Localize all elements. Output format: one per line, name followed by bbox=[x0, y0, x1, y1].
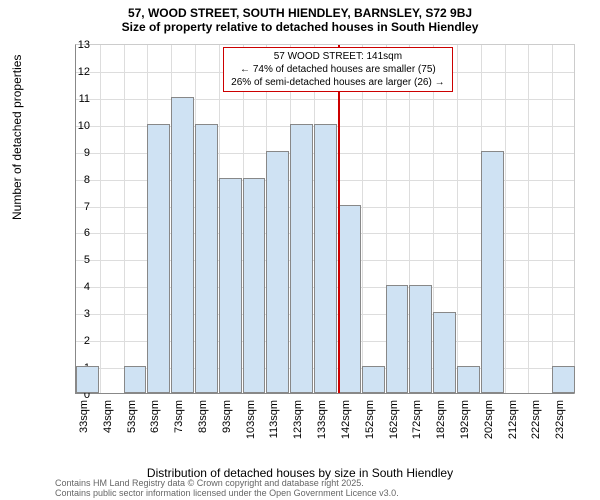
ytick-label: 7 bbox=[60, 201, 90, 213]
histogram-bar bbox=[243, 178, 266, 393]
xtick-label: 142sqm bbox=[340, 400, 352, 440]
ytick-label: 6 bbox=[60, 227, 90, 239]
xtick-label: 192sqm bbox=[459, 400, 471, 440]
chart-title-sub: Size of property relative to detached ho… bbox=[0, 20, 600, 38]
gridline-v bbox=[505, 45, 506, 393]
footer-line1: Contains HM Land Registry data © Crown c… bbox=[55, 478, 399, 488]
chart-area: 01234567891011121333sqm43sqm53sqm63sqm73… bbox=[55, 44, 575, 424]
histogram-bar bbox=[290, 124, 313, 393]
xtick-label: 73sqm bbox=[173, 400, 185, 440]
plot-region: 01234567891011121333sqm43sqm53sqm63sqm73… bbox=[75, 44, 575, 394]
xtick-label: 172sqm bbox=[411, 400, 423, 440]
histogram-bar bbox=[409, 285, 432, 393]
xtick-label: 83sqm bbox=[197, 400, 209, 440]
ytick-label: 12 bbox=[60, 66, 90, 78]
ytick-label: 11 bbox=[60, 93, 90, 105]
xtick-label: 53sqm bbox=[126, 400, 138, 440]
histogram-bar bbox=[195, 124, 218, 393]
ytick-label: 4 bbox=[60, 281, 90, 293]
xtick-label: 113sqm bbox=[268, 400, 280, 440]
footer-line2: Contains public sector information licen… bbox=[55, 488, 399, 498]
xtick-label: 212sqm bbox=[507, 400, 519, 440]
xtick-label: 33sqm bbox=[78, 400, 90, 440]
xtick-label: 162sqm bbox=[388, 400, 400, 440]
ytick-label: 8 bbox=[60, 174, 90, 186]
gridline-v bbox=[457, 45, 458, 393]
ytick-label: 2 bbox=[60, 335, 90, 347]
annotation-box: 57 WOOD STREET: 141sqm← 74% of detached … bbox=[223, 47, 453, 92]
gridline-v bbox=[552, 45, 553, 393]
gridline-v bbox=[362, 45, 363, 393]
ytick-label: 10 bbox=[60, 120, 90, 132]
histogram-bar bbox=[171, 97, 194, 393]
xtick-label: 123sqm bbox=[292, 400, 304, 440]
reference-line bbox=[338, 45, 340, 393]
histogram-bar bbox=[266, 151, 289, 393]
annotation-line1: 57 WOOD STREET: 141sqm bbox=[228, 50, 448, 63]
annotation-line3: 26% of semi-detached houses are larger (… bbox=[228, 76, 448, 89]
xtick-label: 232sqm bbox=[554, 400, 566, 440]
footer-attribution: Contains HM Land Registry data © Crown c… bbox=[55, 478, 399, 498]
histogram-bar bbox=[76, 366, 99, 393]
gridline-v bbox=[100, 45, 101, 393]
xtick-label: 133sqm bbox=[316, 400, 328, 440]
ytick-label: 9 bbox=[60, 147, 90, 159]
histogram-bar bbox=[552, 366, 575, 393]
ytick-label: 5 bbox=[60, 254, 90, 266]
histogram-bar bbox=[362, 366, 385, 393]
xtick-label: 202sqm bbox=[483, 400, 495, 440]
histogram-bar bbox=[457, 366, 480, 393]
histogram-bar bbox=[481, 151, 504, 393]
histogram-bar bbox=[124, 366, 147, 393]
histogram-bar bbox=[433, 312, 456, 393]
xtick-label: 43sqm bbox=[102, 400, 114, 440]
histogram-bar bbox=[338, 205, 361, 393]
gridline-h bbox=[76, 99, 574, 100]
xtick-label: 222sqm bbox=[530, 400, 542, 440]
xtick-label: 63sqm bbox=[149, 400, 161, 440]
ytick-label: 3 bbox=[60, 308, 90, 320]
xtick-label: 152sqm bbox=[364, 400, 376, 440]
histogram-bar bbox=[314, 124, 337, 393]
gridline-v bbox=[124, 45, 125, 393]
gridline-v bbox=[528, 45, 529, 393]
xtick-label: 182sqm bbox=[435, 400, 447, 440]
xtick-label: 103sqm bbox=[245, 400, 257, 440]
chart-title-main: 57, WOOD STREET, SOUTH HIENDLEY, BARNSLE… bbox=[0, 0, 600, 20]
y-axis-label: Number of detached properties bbox=[10, 55, 24, 220]
ytick-label: 13 bbox=[60, 39, 90, 51]
xtick-label: 93sqm bbox=[221, 400, 233, 440]
histogram-bar bbox=[386, 285, 409, 393]
annotation-line2: ← 74% of detached houses are smaller (75… bbox=[228, 63, 448, 76]
histogram-bar bbox=[219, 178, 242, 393]
histogram-bar bbox=[147, 124, 170, 393]
